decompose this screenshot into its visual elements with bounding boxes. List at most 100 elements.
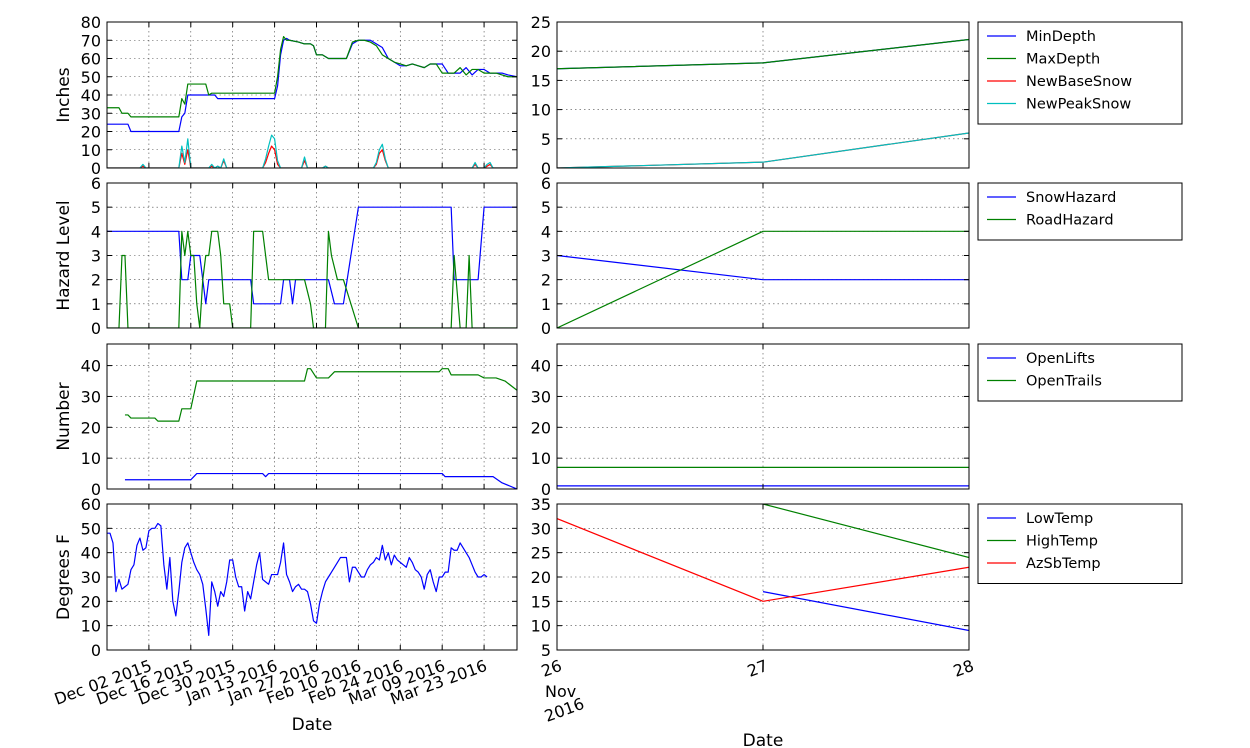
series-group (107, 35, 517, 168)
y-tick-label: 0 (541, 159, 551, 178)
axes-frame (106, 21, 518, 169)
y-tick-label: 10 (531, 449, 551, 468)
y-tick-label: 5 (541, 198, 551, 217)
y-tick-label: 6 (541, 174, 551, 193)
y-tick-label: 50 (81, 68, 101, 87)
y-tick-label: 2 (91, 271, 101, 290)
y-tick-label: 20 (531, 418, 551, 437)
y-tick-label: 30 (81, 568, 101, 587)
y-tick-label: 20 (81, 123, 101, 142)
legend-label: AzSbTemp (1026, 556, 1101, 572)
x-tick-label: 27 (745, 656, 771, 681)
series-line-lowtemp (762, 591, 969, 632)
panel-2-left: 0 10 20 30 40 Number (54, 343, 518, 499)
y-tick-label: 10 (531, 617, 551, 636)
y-tick-label: 40 (81, 357, 101, 376)
y-tick-label: 30 (81, 387, 101, 406)
series-line-maxdepth (107, 35, 517, 118)
y-axis-label: Degrees F (54, 534, 74, 620)
series-line-roadhazard (107, 230, 517, 328)
y-tick-label: 0 (541, 319, 551, 338)
y-tick-label: 10 (81, 141, 101, 160)
y-tick-label: 20 (531, 42, 551, 61)
y-tick-label: 10 (81, 617, 101, 636)
y-tick-label: 0 (541, 480, 551, 499)
y-tick-label: 35 (531, 495, 551, 514)
series-group (107, 522, 488, 637)
series-line-newpeaksnow (557, 132, 969, 168)
legend-box (977, 182, 1183, 241)
legend-2: OpenLifts OpenTrails (977, 343, 1183, 402)
panel-2-right: 0 10 20 30 40 (531, 343, 970, 499)
panel-1-left: 0 1 2 3 4 5 6 Hazard Level (54, 174, 518, 338)
series-line-snowhazard (107, 206, 517, 305)
y-axis-label: Number (54, 382, 74, 450)
y-tick-label: 80 (81, 13, 101, 32)
legend-label: NewBaseSnow (1026, 74, 1132, 90)
y-tick-label: 15 (531, 592, 551, 611)
y-tick-label: 25 (531, 544, 551, 563)
legend-box (977, 503, 1183, 584)
y-tick-label: 0 (91, 480, 101, 499)
legend-label: MinDepth (1026, 29, 1096, 45)
series-line-mindepth (107, 37, 517, 133)
x-tick-label: 28 (951, 656, 977, 681)
y-tick-label: 20 (81, 592, 101, 611)
legend-1: SnowHazard RoadHazard (977, 182, 1183, 241)
y-tick-label: 60 (81, 50, 101, 69)
y-tick-label: 30 (531, 387, 551, 406)
y-tick-label: 40 (81, 86, 101, 105)
y-tick-label: 2 (541, 271, 551, 290)
legend-0: MinDepth MaxDepth NewBaseSnow NewPeakSnow (977, 21, 1183, 125)
legend-label: SnowHazard (1026, 190, 1116, 206)
legend-label: MaxDepth (1026, 52, 1100, 68)
series-group (557, 38, 969, 168)
y-tick-label: 6 (91, 174, 101, 193)
y-tick-label: 30 (531, 519, 551, 538)
series-group (557, 504, 969, 632)
panel-1-right: 0 1 2 3 4 5 6 (541, 174, 970, 338)
y-axis-label: Hazard Level (54, 200, 74, 310)
y-tick-label: 20 (531, 568, 551, 587)
y-tick-label: 5 (541, 130, 551, 149)
legend-label: RoadHazard (1026, 213, 1114, 229)
y-tick-label: 3 (541, 247, 551, 266)
series-line-snowhazard (557, 254, 969, 281)
y-tick-label: 60 (81, 495, 101, 514)
left-x-axis-label: Date (292, 715, 333, 735)
y-tick-label: 20 (81, 418, 101, 437)
right-x-axis-label: Date (743, 731, 784, 748)
y-tick-label: 10 (81, 449, 101, 468)
y-tick-label: 5 (541, 641, 551, 660)
y-tick-label: 1 (91, 295, 101, 314)
y-tick-label: 3 (91, 247, 101, 266)
legend-label: OpenTrails (1026, 374, 1102, 390)
series-line-hightemp (762, 504, 969, 559)
x-tick-label-month: Nov (545, 682, 576, 701)
series-line-maxdepth (557, 38, 969, 70)
series-line-newbasesnow (107, 145, 517, 168)
axes-frame (106, 182, 518, 329)
y-tick-label: 15 (531, 71, 551, 90)
series-group (107, 206, 517, 328)
y-tick-label: 0 (91, 319, 101, 338)
y-tick-label: 40 (531, 357, 551, 376)
legend-box (977, 343, 1183, 402)
legend-label: OpenLifts (1026, 351, 1095, 367)
y-tick-label: 70 (81, 31, 101, 50)
y-tick-label: 0 (91, 159, 101, 178)
series-line-azsbtemp (557, 518, 969, 602)
series-group (124, 368, 517, 489)
series-line-roadhazard (557, 230, 969, 328)
y-tick-label: 0 (91, 641, 101, 660)
y-tick-label: 30 (81, 104, 101, 123)
series-line-opentrails (124, 368, 517, 422)
y-tick-label: 1 (541, 295, 551, 314)
y-tick-label: 5 (91, 198, 101, 217)
y-tick-label: 4 (91, 222, 101, 241)
legend-3: LowTemp HighTemp AzSbTemp (977, 503, 1183, 584)
